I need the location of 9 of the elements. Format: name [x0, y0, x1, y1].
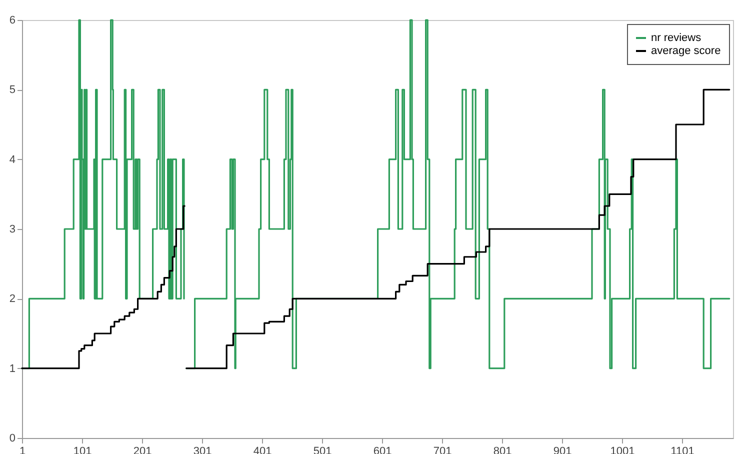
y-tick-label: 1: [9, 362, 16, 375]
legend-label: nr reviews: [651, 32, 702, 44]
y-tick-label: 6: [9, 14, 16, 26]
y-tick-label: 4: [9, 154, 16, 166]
y-tick-label: 0: [9, 432, 16, 444]
y-tick-label: 2: [9, 293, 16, 306]
y-tick-label: 5: [9, 84, 16, 96]
y-tick-label: 3: [9, 224, 16, 236]
legend-label: average score: [651, 45, 721, 57]
